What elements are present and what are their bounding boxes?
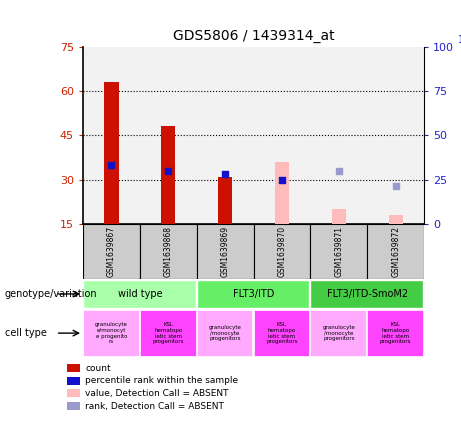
Text: percentile rank within the sample: percentile rank within the sample xyxy=(85,376,238,385)
Bar xyxy=(197,280,309,308)
Text: granulocyte
e/monocyt
e progenito
rs: granulocyte e/monocyt e progenito rs xyxy=(95,322,128,344)
Text: granulocyte
/monocyte
progenitors: granulocyte /monocyte progenitors xyxy=(322,325,355,341)
Bar xyxy=(197,224,254,279)
Text: KSL
hematopo
ietic stem
progenitors: KSL hematopo ietic stem progenitors xyxy=(380,322,411,344)
Bar xyxy=(389,215,403,224)
Bar xyxy=(367,310,423,357)
Bar xyxy=(310,280,423,308)
Bar xyxy=(140,224,197,279)
Bar xyxy=(367,224,424,279)
Bar xyxy=(310,224,367,279)
Text: GSM1639868: GSM1639868 xyxy=(164,226,173,277)
Bar xyxy=(83,280,195,308)
Text: KSL
hematopo
ietic stem
progenitors: KSL hematopo ietic stem progenitors xyxy=(266,322,298,344)
Text: GSM1639872: GSM1639872 xyxy=(391,226,400,277)
Text: KSL
hematopo
ietic stem
progenitors: KSL hematopo ietic stem progenitors xyxy=(153,322,184,344)
Text: count: count xyxy=(85,363,111,373)
Text: rank, Detection Call = ABSENT: rank, Detection Call = ABSENT xyxy=(85,401,225,411)
Bar xyxy=(104,82,118,224)
Text: GSM1639871: GSM1639871 xyxy=(334,226,343,277)
Text: FLT3/ITD: FLT3/ITD xyxy=(233,289,274,299)
Point xyxy=(221,170,229,177)
Text: wild type: wild type xyxy=(118,289,162,299)
Point xyxy=(335,168,343,174)
Bar xyxy=(140,310,195,357)
Text: granulocyte
/monocyte
progenitors: granulocyte /monocyte progenitors xyxy=(209,325,242,341)
Bar xyxy=(197,310,253,357)
Point xyxy=(278,176,286,183)
Bar xyxy=(275,162,289,224)
Bar xyxy=(332,209,346,224)
Title: GDS5806 / 1439314_at: GDS5806 / 1439314_at xyxy=(173,29,334,43)
Bar xyxy=(67,364,80,372)
Bar xyxy=(67,376,80,385)
Text: 100%: 100% xyxy=(458,35,461,45)
Text: genotype/variation: genotype/variation xyxy=(5,289,97,299)
Text: FLT3/ITD-SmoM2: FLT3/ITD-SmoM2 xyxy=(327,289,408,299)
Bar xyxy=(254,310,309,357)
Point xyxy=(108,162,115,168)
Bar xyxy=(254,224,310,279)
Bar xyxy=(310,310,366,357)
Point xyxy=(392,182,399,189)
Text: cell type: cell type xyxy=(5,328,47,338)
Bar xyxy=(83,224,140,279)
Text: GSM1639869: GSM1639869 xyxy=(221,226,230,277)
Bar xyxy=(83,310,139,357)
Point xyxy=(165,168,172,174)
Bar xyxy=(161,126,175,224)
Text: GSM1639867: GSM1639867 xyxy=(107,226,116,277)
Bar xyxy=(67,389,80,398)
Bar xyxy=(67,402,80,410)
Bar xyxy=(218,177,232,224)
Text: GSM1639870: GSM1639870 xyxy=(278,226,286,277)
Text: value, Detection Call = ABSENT: value, Detection Call = ABSENT xyxy=(85,389,229,398)
